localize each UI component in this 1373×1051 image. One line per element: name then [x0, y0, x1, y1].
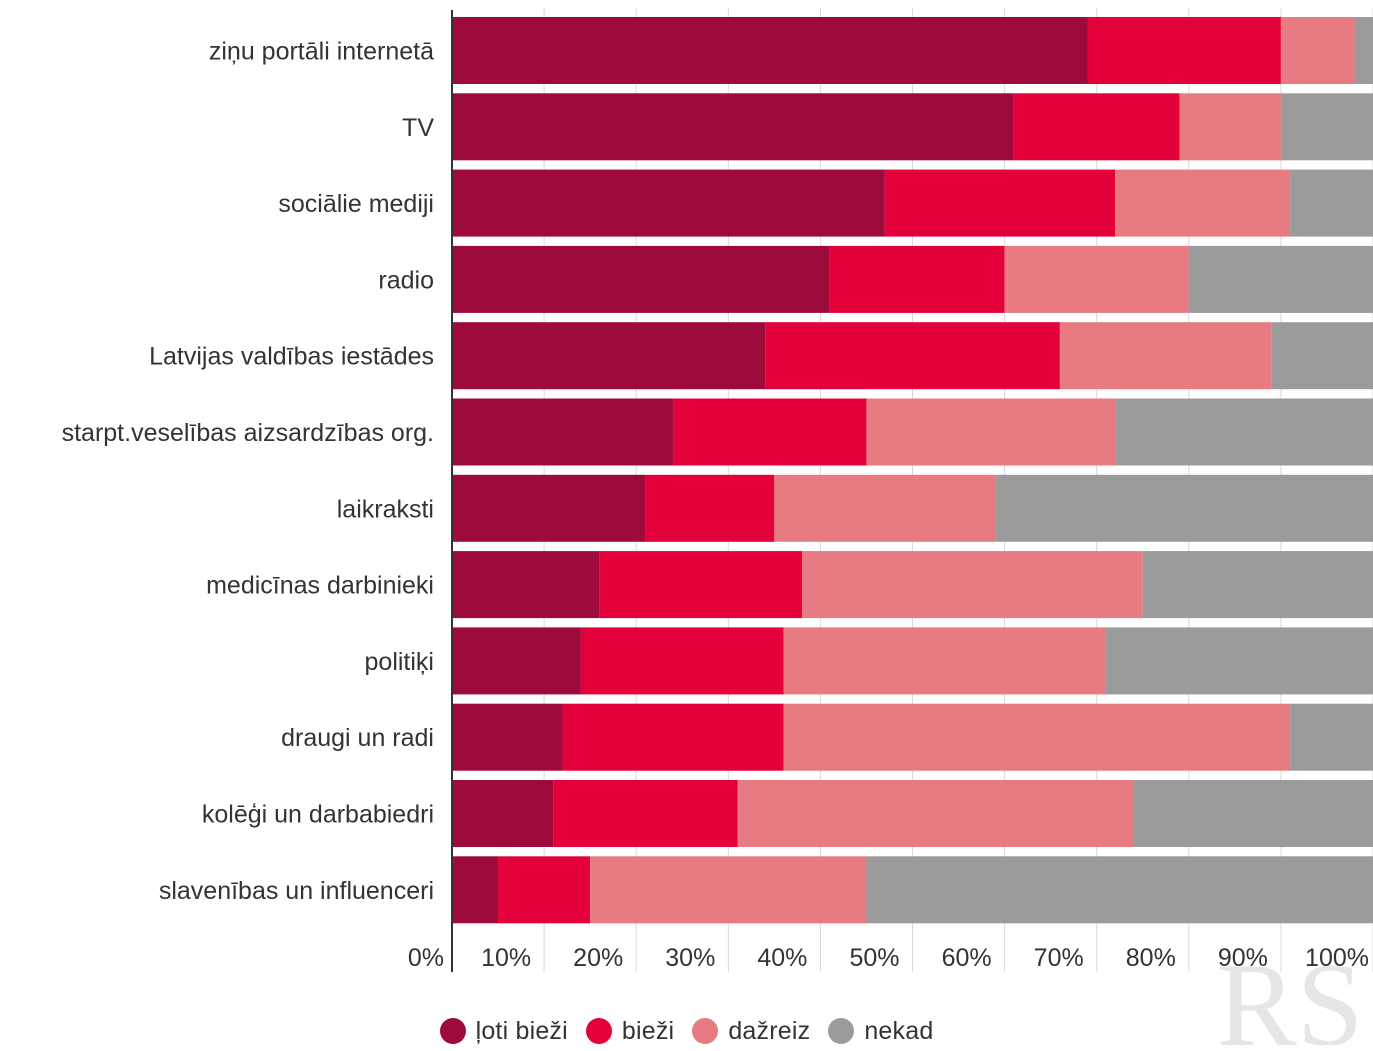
- category-label: laikraksti: [337, 495, 434, 523]
- legend-item: bieži: [585, 1016, 675, 1046]
- category-label: politiķi: [365, 648, 434, 676]
- x-tick-label: 30%: [665, 944, 715, 972]
- bar-segment: [1271, 322, 1373, 390]
- legend-label: dažreiz: [728, 1016, 811, 1045]
- bar-segment: [1188, 245, 1373, 313]
- bar-segment: [801, 551, 1143, 619]
- bar-segment: [553, 780, 738, 847]
- watermark: RS: [1217, 938, 1364, 1045]
- bar-segment: [580, 627, 784, 695]
- x-tick-label: 40%: [757, 944, 807, 972]
- watermark-text: RS: [1217, 938, 1364, 1045]
- bar-segment: [783, 703, 1291, 771]
- legend-item: nekad: [828, 1017, 933, 1046]
- legend-swatch-icon: [585, 1018, 612, 1044]
- bar-segment: [1290, 703, 1373, 771]
- bar-segment: [452, 245, 830, 313]
- legend-label: ļoti bieži: [475, 1016, 568, 1045]
- bar-segment: [765, 322, 1060, 390]
- bar-segment: [774, 474, 996, 542]
- bar-segment: [452, 780, 554, 847]
- category-label: starpt.veselības aizsardzības org.: [62, 419, 434, 447]
- x-tick-label: 90%: [1218, 944, 1268, 972]
- bar-segment: [452, 169, 885, 237]
- category-label: Latvijas valdības iestādes: [149, 343, 434, 371]
- bar-segment: [452, 627, 581, 695]
- legend-item: dažreiz: [692, 1017, 810, 1046]
- bar-segment: [1105, 627, 1373, 695]
- x-tick-labels: 0% 10% 20% 30% 40% 50% 60% 70% 80% 90% 100%: [408, 944, 1369, 972]
- legend-label: bieži: [621, 1016, 675, 1045]
- bar-segment: [737, 780, 1134, 847]
- legend: ļoti bieži bieži dažreiz nekad: [0, 1011, 1373, 1051]
- category-label: sociālie mediji: [278, 190, 434, 218]
- bar-segment: [1013, 93, 1180, 161]
- bar-segment: [1280, 93, 1373, 161]
- x-tick-label: 50%: [849, 944, 899, 972]
- bar-segment: [452, 17, 1088, 84]
- bar-segment: [1087, 17, 1281, 84]
- legend-swatch-icon: [692, 1018, 719, 1044]
- bar-segment: [452, 93, 1014, 161]
- bar-segment: [1059, 322, 1272, 390]
- x-tick-label: 70%: [1034, 944, 1084, 972]
- bar-segment: [645, 474, 775, 542]
- category-label: TV: [402, 114, 434, 142]
- bar-segment: [452, 551, 600, 619]
- category-label: draugi un radi: [281, 724, 434, 752]
- bar-segment: [452, 398, 674, 466]
- bar-segment: [498, 856, 591, 924]
- bar-segment: [995, 474, 1373, 542]
- bar-segment: [1133, 780, 1373, 847]
- category-label: medicīnas darbinieki: [206, 572, 434, 600]
- category-label: ziņu portāli internetā: [209, 38, 434, 66]
- bar-segment: [452, 703, 563, 771]
- legend-item: ļoti bieži: [439, 1016, 568, 1046]
- bar-segment: [1115, 398, 1373, 466]
- bar-segment: [590, 856, 867, 924]
- legend-label: nekad: [864, 1016, 934, 1045]
- category-label: radio: [378, 266, 434, 294]
- bar-segment: [783, 627, 1106, 695]
- bar-segment: [1142, 551, 1373, 619]
- x-tick-label: 0%: [408, 944, 444, 972]
- bar-segment: [599, 551, 802, 619]
- bar-segment: [1004, 245, 1189, 313]
- legend-swatch-icon: [439, 1018, 466, 1044]
- bars: [452, 17, 1373, 924]
- bar-segment: [1354, 17, 1373, 84]
- bar-segment: [866, 398, 1116, 466]
- bar-segment: [452, 474, 646, 542]
- bar-segment: [829, 245, 1005, 313]
- bar-segment: [1115, 169, 1291, 237]
- bar-segment: [673, 398, 867, 466]
- x-tick-label: 100%: [1305, 944, 1369, 972]
- bar-segment: [1179, 93, 1281, 161]
- legend-swatch-icon: [828, 1018, 855, 1044]
- bar-segment: [1280, 17, 1355, 84]
- bar-segment: [884, 169, 1116, 237]
- bar-segment: [452, 856, 499, 924]
- x-tick-label: 10%: [481, 944, 531, 972]
- category-label: slavenības un influenceri: [159, 877, 434, 905]
- x-tick-label: 60%: [942, 944, 992, 972]
- category-label: kolēģi un darbabiedri: [202, 801, 434, 829]
- x-tick-label: 20%: [573, 944, 623, 972]
- category-labels: ziņu portāli internetā TV sociālie mediji r…: [62, 38, 435, 905]
- bar-segment: [866, 856, 1373, 924]
- bar-segment: [562, 703, 784, 771]
- bar-segment: [452, 322, 766, 390]
- x-tick-label: 80%: [1126, 944, 1176, 972]
- bar-segment: [1290, 169, 1373, 237]
